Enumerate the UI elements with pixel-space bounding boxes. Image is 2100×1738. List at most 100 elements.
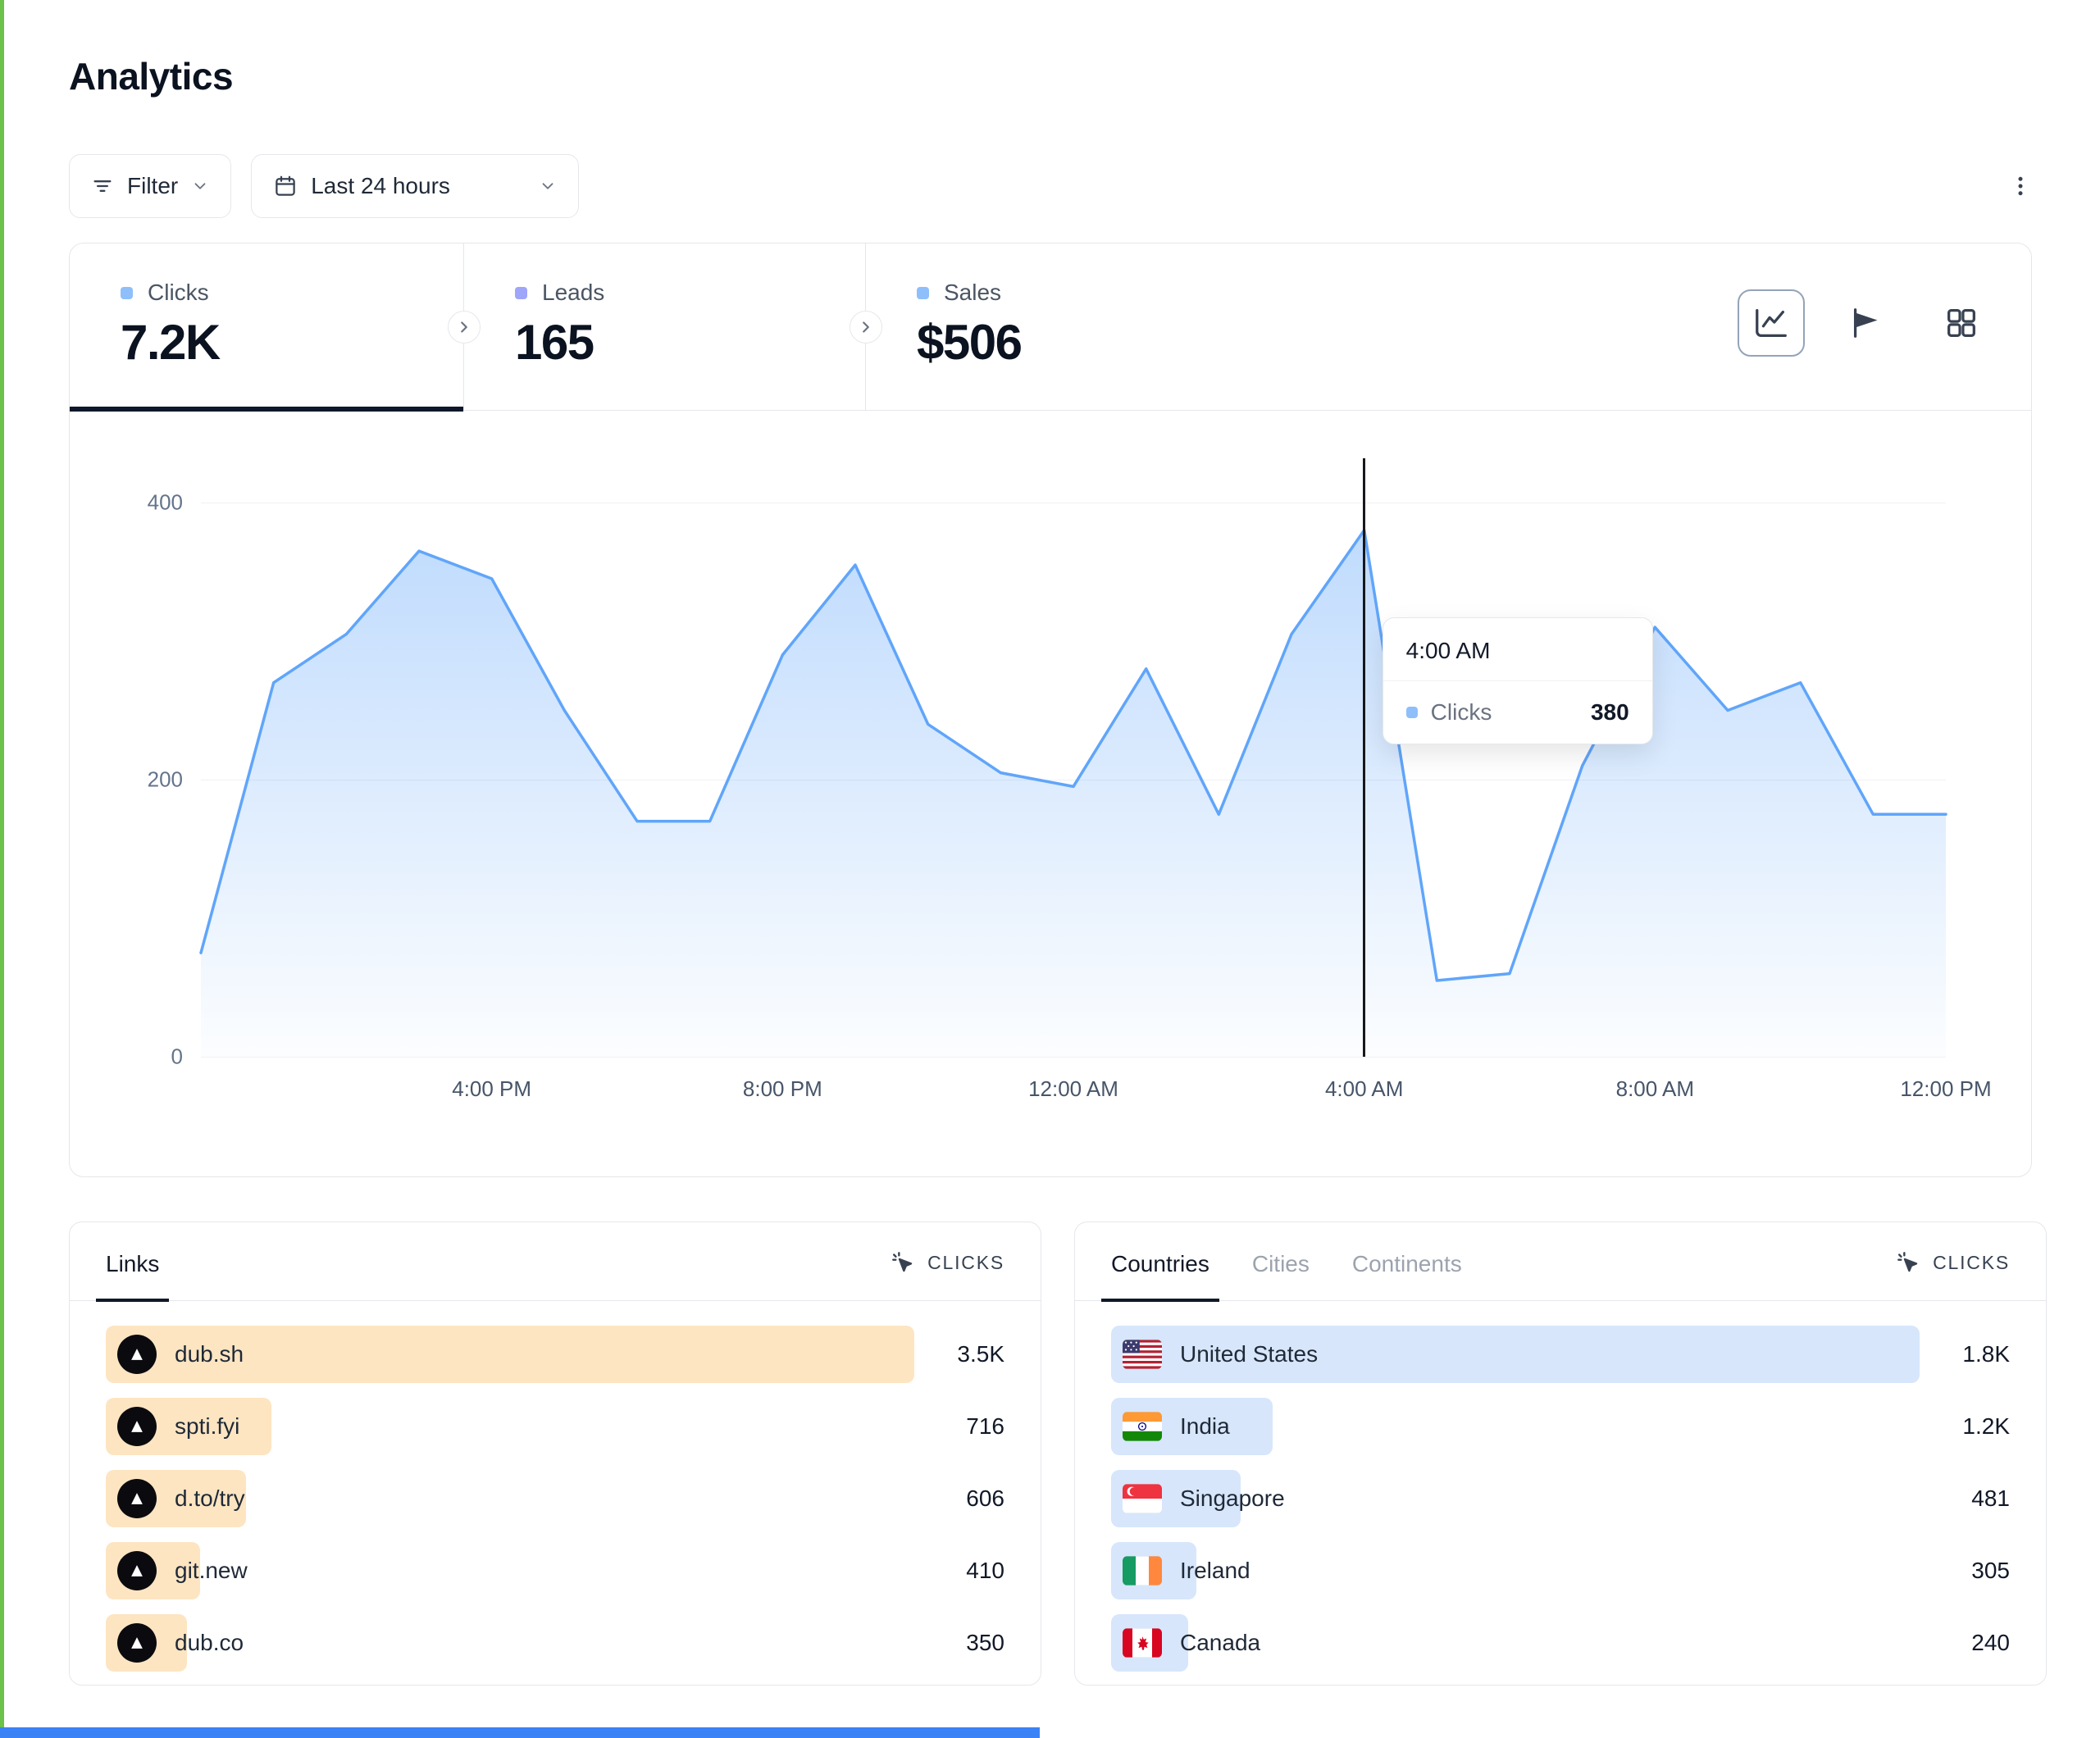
filter-button[interactable]: Filter [69,154,232,218]
link-row[interactable]: spti.fyi 716 [106,1398,1004,1455]
filter-icon [93,180,112,192]
country-row[interactable]: Ireland 305 [1111,1542,2010,1599]
more-options-button[interactable] [1993,159,2048,213]
toolbar: Filter Last 24 hours [69,154,2048,218]
chevron-right-icon [850,311,882,344]
links-panel: Links CLICKS dub.sh 3.5K spti.fyi 716 [69,1222,1041,1686]
country-clicks-value: 305 [1971,1558,2010,1583]
tab-countries[interactable]: Countries [1101,1251,1219,1302]
link-favicon [117,1407,157,1446]
tab-clicks[interactable]: Clicks 7.2K [70,243,464,412]
country-row[interactable]: Singapore 481 [1111,1470,2010,1527]
country-flag-icon [1123,1412,1162,1441]
country-clicks-value: 1.2K [1962,1413,2010,1439]
link-favicon [117,1335,157,1374]
country-clicks-value: 1.8K [1962,1341,2010,1367]
links-metric-label: CLICKS [927,1251,1004,1273]
countries-metric-label: CLICKS [1933,1251,2010,1273]
line-chart-icon [1756,309,1787,337]
link-favicon [117,1551,157,1590]
link-row[interactable]: git.new 410 [106,1542,1004,1599]
x-axis-label: 12:00 AM [1028,1076,1118,1101]
y-axis-label: 0 [171,1044,183,1069]
sales-swatch [917,286,929,299]
x-axis-label: 4:00 PM [452,1076,532,1101]
country-label: Singapore [1180,1485,1285,1511]
leads-swatch [515,286,527,299]
filter-label: Filter [127,173,179,198]
link-label: dub.co [175,1630,244,1655]
country-row[interactable]: India 1.2K [1111,1398,2010,1455]
country-row[interactable]: United States 1.8K [1111,1326,2010,1383]
funnel-flag-icon [1853,308,1878,338]
chevron-down-icon [194,183,206,189]
country-label: Canada [1180,1630,1261,1655]
chart-type-switcher [1738,289,1995,357]
cursor-click-icon [1897,1252,1918,1272]
clicks-area-chart[interactable]: 4:00 AM Clicks 380 0 200 400 4:00 PM 8:00 PM… [70,411,2033,1178]
link-favicon [117,1623,157,1663]
countries-panel: Countries Cities Continents CLICKS Unite… [1074,1222,2047,1686]
table-view-toggle[interactable] [1928,289,1995,357]
line-chart-toggle[interactable] [1738,289,1805,357]
clicks-total-value: 7.2K [121,315,221,370]
leads-total-value: 165 [515,315,594,370]
tab-sales[interactable]: Sales $506 [866,243,1292,410]
leads-tab-label: Leads [542,280,605,305]
sales-tab-label: Sales [944,280,1002,305]
link-row[interactable]: dub.sh 3.5K [106,1326,1004,1383]
country-flag-icon [1123,1340,1162,1369]
chevron-right-icon [448,311,481,344]
link-label: dub.sh [175,1341,244,1367]
x-axis-label: 12:00 PM [1900,1076,1992,1101]
country-label: India [1180,1413,1230,1439]
link-row[interactable]: d.to/try 606 [106,1470,1004,1527]
link-clicks-value: 350 [966,1630,1004,1655]
date-range-label: Last 24 hours [311,173,450,198]
tooltip-series-swatch [1405,707,1418,718]
tooltip-series-label: Clicks [1430,699,1492,725]
tooltip-time: 4:00 AM [1383,618,1652,681]
x-axis-label: 8:00 PM [742,1076,822,1101]
link-row[interactable]: dub.co 350 [106,1614,1004,1672]
country-row[interactable]: Canada 240 [1111,1614,2010,1672]
country-flag-icon [1123,1556,1162,1586]
clicks-swatch [121,286,133,299]
link-label: d.to/try [175,1485,245,1511]
tooltip-value: 380 [1590,699,1629,725]
countries-panel-header: Countries Cities Continents CLICKS [1075,1222,2046,1302]
sales-total-value: $506 [917,315,1023,370]
date-range-button[interactable]: Last 24 hours [251,154,580,218]
stats-tab-row: Clicks 7.2K Leads 165 Sales $506 [70,243,2031,412]
links-metric-header[interactable]: CLICKS [890,1249,1004,1300]
chart-area-fill [201,530,1946,1057]
tab-continents[interactable]: Continents [1351,1251,1462,1276]
chart-line [199,529,1947,982]
link-label: spti.fyi [175,1413,240,1439]
country-clicks-value: 240 [1971,1630,2010,1655]
page-left-accent [0,0,4,1738]
clicks-tab-label: Clicks [148,280,209,305]
country-flag-icon [1123,1628,1162,1658]
tab-links[interactable]: Links [95,1251,170,1302]
link-clicks-value: 716 [966,1413,1004,1439]
link-favicon [117,1479,157,1518]
analytics-chart-card: Clicks 7.2K Leads 165 Sales $506 [69,243,2032,1177]
x-axis-label: 8:00 AM [1615,1076,1695,1101]
tab-leads[interactable]: Leads 165 [464,243,866,410]
chart-tooltip: 4:00 AM Clicks 380 [1382,617,1653,744]
calendar-icon [276,175,295,196]
country-bar [1111,1326,1920,1383]
links-list: dub.sh 3.5K spti.fyi 716 d.to/try 606 gi… [70,1301,1041,1672]
chart-crosshair [1363,458,1366,1057]
funnel-chart-toggle[interactable] [1833,289,1900,357]
page-bottom-accent [0,1727,1040,1738]
countries-metric-header[interactable]: CLICKS [1895,1249,2010,1300]
countries-list: United States 1.8K India 1.2K Singapore … [1075,1301,2046,1672]
x-axis-label: 4:00 AM [1324,1076,1404,1101]
cursor-click-icon [892,1252,913,1272]
grid-table-icon [1947,309,1975,337]
tab-cities[interactable]: Cities [1251,1251,1310,1276]
links-panel-header: Links CLICKS [70,1222,1041,1302]
link-clicks-value: 3.5K [957,1341,1004,1367]
